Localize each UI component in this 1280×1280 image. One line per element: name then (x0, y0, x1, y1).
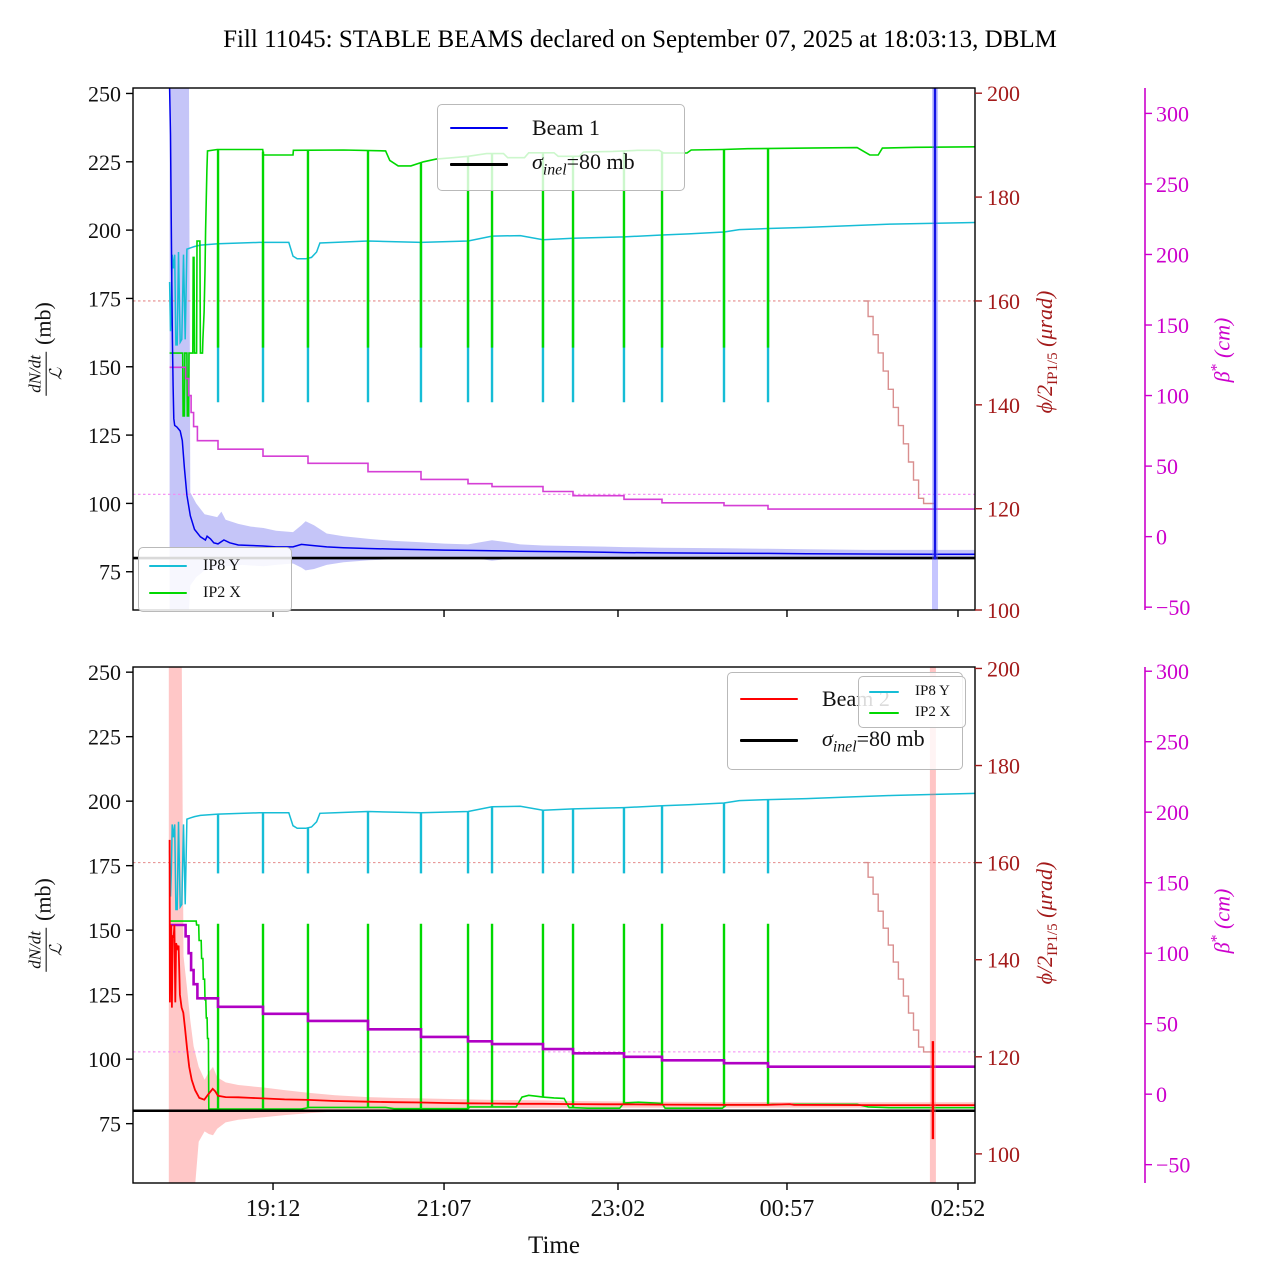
x-tick-label: 02:52 (931, 1196, 986, 1222)
left-tick-label: 200 (88, 218, 121, 243)
beta-tick-label: 300 (1156, 659, 1189, 684)
top-left-axis-title: dN/dt ℒ (mb) (26, 302, 66, 396)
beta-tick-label: 50 (1156, 1012, 1178, 1037)
phi-tick-label: 120 (987, 1045, 1020, 1070)
beta-tick-label: 150 (1156, 871, 1189, 896)
beam2-ip8y-line (168, 792, 976, 911)
legend-line-ip2 (149, 592, 187, 595)
left-tick-label: 100 (88, 491, 121, 516)
legend-label-ip2: IP2 X (915, 704, 951, 720)
left-tick-label: 225 (88, 150, 121, 175)
legend-line-ip2 (869, 711, 899, 714)
left-tick-label: 75 (99, 1112, 121, 1137)
figure-title: Fill 11045: STABLE BEAMS declared on Sep… (223, 26, 1057, 53)
beta-tick-label: 200 (1156, 800, 1189, 825)
beta-tick-label: −50 (1156, 595, 1190, 620)
bottom-beta-axis-title: β* (cm) (1208, 888, 1235, 954)
left-tick-label: 175 (88, 854, 121, 879)
beam2-phi-staircase-line (863, 861, 935, 1053)
left-tick-label: 250 (88, 81, 121, 106)
x-tick-label: 23:02 (591, 1196, 646, 1222)
legend-entry-ip8: IP8 Y (149, 557, 281, 575)
legend-entry-ip2: IP2 X (149, 584, 281, 602)
x-axis-title: Time (528, 1232, 580, 1259)
beam1-beam-line (168, 87, 975, 555)
phi-tick-label: 160 (987, 851, 1020, 876)
phi-tick-label: 200 (987, 656, 1020, 681)
beam1-plot-frame (132, 87, 976, 611)
x-tick-label: 21:07 (417, 1196, 472, 1222)
phi-tick-label: 120 (987, 497, 1020, 522)
phi-tick-label: 140 (987, 948, 1020, 973)
x-tick-label: 19:12 (246, 1196, 301, 1222)
beta-tick-label: 250 (1156, 730, 1189, 755)
legend-ip-bottom: IP8 Y IP2 X (858, 676, 966, 728)
beta-tick-label: 250 (1156, 172, 1189, 197)
phi-tick-label: 180 (987, 185, 1020, 210)
legend-label-ip8: IP8 Y (915, 683, 950, 699)
beam1-ip8y-line (168, 221, 976, 346)
legend-label-sigma: σinel=80 mb (532, 149, 635, 179)
beam2-beam-line (168, 839, 975, 1106)
legend-entry-sigma: σinel=80 mb (740, 726, 950, 756)
beta-tick-label: 100 (1156, 384, 1189, 409)
legend-label-ip2: IP2 X (203, 584, 241, 602)
legend-line-ip8 (149, 564, 187, 567)
left-tick-label: 100 (88, 1047, 121, 1072)
top-beta-axis-title: β* (cm) (1208, 317, 1235, 383)
beam1-phi-staircase-line (863, 300, 935, 505)
beam2-beta-star-line (169, 923, 975, 1068)
left-tick-label: 75 (99, 560, 121, 585)
beam2-plot-frame (132, 666, 976, 1184)
beta-tick-label: −50 (1156, 1153, 1190, 1178)
beta-tick-label: 100 (1156, 941, 1189, 966)
beta-tick-label: 200 (1156, 242, 1189, 267)
legend-entry-ip8: IP8 Y (869, 683, 955, 700)
beta-tick-label: 150 (1156, 313, 1189, 338)
legend-label-ip8: IP8 Y (203, 556, 241, 574)
phi-tick-label: 100 (987, 1142, 1020, 1167)
legend-line-ip8 (869, 690, 899, 693)
bottom-phi-axis-title: ϕ/2IP1/5 (μrad) (1031, 861, 1062, 985)
legend-entry-sigma: σinel=80 mb (450, 149, 672, 179)
dndt-fraction: dN/dt ℒ (26, 351, 66, 396)
left-tick-label: 125 (88, 983, 121, 1008)
legend-label-beam1: Beam 1 (532, 115, 600, 141)
legend-entry-beam1: Beam 1 (450, 115, 672, 141)
left-tick-label: 250 (88, 660, 121, 685)
legend-line-sigma (450, 163, 508, 167)
bottom-left-axis-title: dN/dt ℒ (mb) (26, 878, 66, 972)
beta-tick-label: 50 (1156, 454, 1178, 479)
left-tick-label: 150 (88, 918, 121, 943)
phi-tick-label: 180 (987, 754, 1020, 779)
top-phi-axis-title: ϕ/2IP1/5 (μrad) (1031, 290, 1062, 414)
x-tick-label: 00:57 (760, 1196, 815, 1222)
legend-label-sigma: σinel=80 mb (822, 725, 925, 756)
phi-tick-label: 200 (987, 81, 1020, 106)
legend-beam1: Beam 1 σinel=80 mb (437, 104, 685, 191)
legend-line-beam1 (450, 127, 508, 130)
phi-tick-label: 160 (987, 289, 1020, 314)
legend-entry-ip2: IP2 X (869, 704, 955, 721)
dndt-fraction: dN/dt ℒ (26, 927, 66, 972)
left-tick-label: 175 (88, 286, 121, 311)
legend-ip-top: IP8 Y IP2 X (138, 547, 292, 612)
left-tick-label: 125 (88, 423, 121, 448)
beta-tick-label: 0 (1156, 525, 1167, 550)
phi-tick-label: 140 (987, 393, 1020, 418)
left-tick-label: 150 (88, 355, 121, 380)
beta-tick-label: 0 (1156, 1082, 1167, 1107)
beam1-beta-star-line (169, 366, 975, 510)
legend-line-sigma (740, 739, 798, 743)
left-tick-label: 200 (88, 789, 121, 814)
legend-line-beam2 (740, 697, 798, 700)
left-tick-label: 225 (88, 725, 121, 750)
beta-tick-label: 300 (1156, 101, 1189, 126)
beam2-dump-halo (929, 667, 936, 1183)
phi-tick-label: 100 (987, 598, 1020, 623)
